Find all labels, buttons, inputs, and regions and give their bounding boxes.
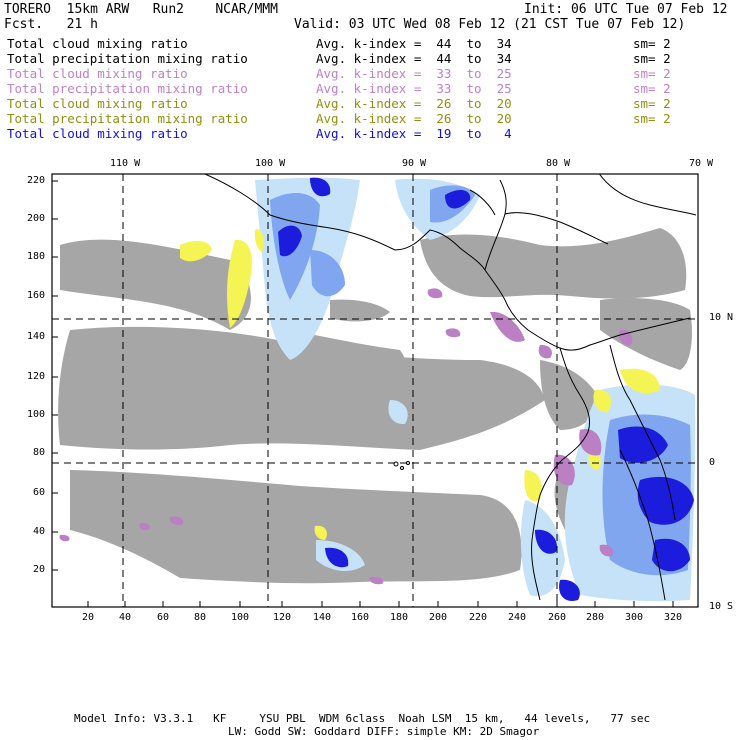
legend-field: Total cloud mixing ratio [7,36,188,51]
legend-stat: Avg. k-index = 33 to 25 [316,81,512,96]
lon-label: 110 W [110,158,141,169]
coastline [204,174,697,601]
model-physics: LW: Godd SW: Goddard DIFF: simple KM: 2D… [228,725,540,738]
y-tick-label: 220 [27,175,46,186]
x-tick-label: 100 [231,612,250,623]
x-tick-label: 180 [390,612,409,623]
x-tick-label: 220 [469,612,488,623]
map-frame [51,173,699,608]
x-tick-label: 80 [194,612,207,623]
legend-stat: Avg. k-index = 26 to 20 [316,111,512,126]
yellow-cloud-field [180,229,660,540]
legend-sm: sm= 2 [633,36,671,51]
x-tick-label: 160 [351,612,370,623]
x-tick-label: 40 [119,612,132,623]
lon-label: 100 W [255,158,286,169]
x-tick-label: 240 [508,612,527,623]
x-tick-label: 140 [313,612,332,623]
legend-field: Total cloud mixing ratio [7,126,188,141]
y-tick-label: 40 [33,526,46,537]
y-tick-label: 120 [27,371,46,382]
legend-sm: sm= 2 [633,111,671,126]
legend-field: Total precipitation mixing ratio [7,51,248,66]
x-tick-label: 20 [82,612,95,623]
x-tick-label: 280 [586,612,605,623]
lon-label: 90 W [402,158,427,169]
gray-cloud-field [58,228,692,584]
y-tick-label: 100 [27,409,46,420]
y-tick-label: 140 [27,331,46,342]
legend-field: Total precipitation mixing ratio [7,81,248,96]
legend-field: Total cloud mixing ratio [7,66,188,81]
model-run-title: TORERO 15km ARW Run2 NCAR/MMM [4,2,278,17]
x-tick-label: 320 [664,612,683,623]
legend-stat: Avg. k-index = 44 to 34 [316,36,512,51]
legend-sm: sm= 2 [633,96,671,111]
x-tick-label: 200 [429,612,448,623]
legend-sm: sm= 2 [633,51,671,66]
legend-field: Total cloud mixing ratio [7,96,188,111]
lon-label: 80 W [546,158,571,169]
x-tick-label: 120 [273,612,292,623]
x-tick-label: 260 [548,612,567,623]
x-tick-label: 300 [625,612,644,623]
lat-label: 0 [709,457,716,468]
y-tick-label: 60 [33,487,46,498]
y-tick-label: 80 [33,447,46,458]
axis-ticks [52,180,674,607]
lon-label: 70 W [689,158,714,169]
lat-label: 10 N [709,312,734,323]
legend-sm: sm= 2 [633,66,671,81]
init-time: Init: 06 UTC Tue 07 Feb 12 [524,2,728,17]
legend-stat: Avg. k-index = 44 to 34 [316,51,512,66]
deep-blue-precip [278,177,694,601]
y-tick-label: 200 [27,213,46,224]
y-tick-label: 180 [27,251,46,262]
y-tick-label: 20 [33,564,46,575]
forecast-hour: Fcst. 21 h [4,17,98,32]
legend-sm: sm= 2 [633,81,671,96]
y-tick-label: 160 [27,290,46,301]
lat-label: 10 S [709,601,734,612]
legend-field: Total precipitation mixing ratio [7,111,248,126]
model-info: Model Info: V3.3.1 KF YSU PBL WDM 6class… [74,712,651,725]
legend-stat: Avg. k-index = 19 to 4 [316,126,512,141]
legend-stat: Avg. k-index = 33 to 25 [316,66,512,81]
lat-lon-grid [52,174,698,607]
legend-stat: Avg. k-index = 26 to 20 [316,96,512,111]
x-tick-label: 60 [157,612,170,623]
valid-time: Valid: 03 UTC Wed 08 Feb 12 (21 CST Tue … [294,17,686,32]
